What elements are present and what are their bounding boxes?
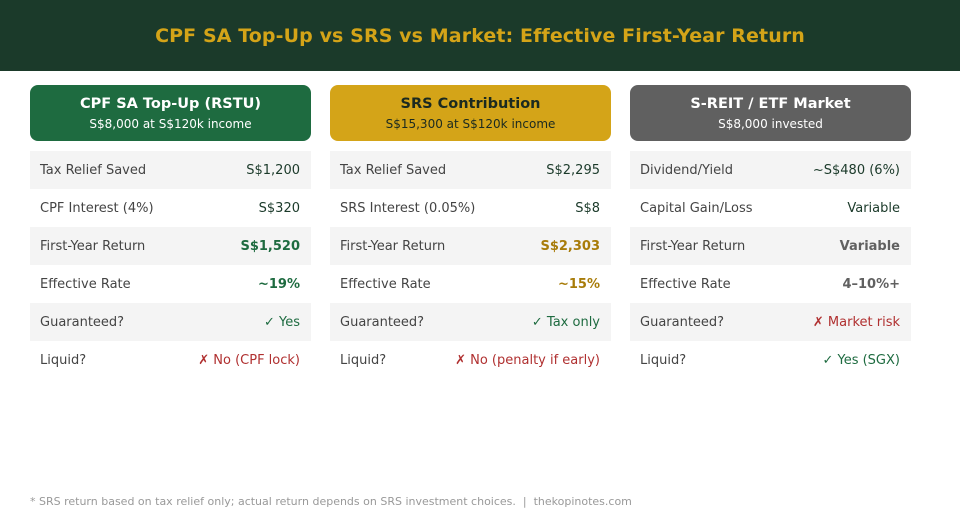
card-rows: Dividend/Yield ~S$480 (6%) Capital Gain/L…	[630, 151, 911, 379]
table-row: SRS Interest (0.05%) S$8	[330, 189, 611, 227]
header-banner: CPF SA Top-Up vs SRS vs Market: Effectiv…	[0, 0, 960, 71]
table-row: Effective Rate 4–10%+	[630, 265, 911, 303]
card-title: CPF SA Top-Up (RSTU)	[80, 95, 261, 112]
table-row: Guaranteed? ✓ Tax only	[330, 303, 611, 341]
table-row: Capital Gain/Loss Variable	[630, 189, 911, 227]
row-value: ✗ Market risk	[812, 314, 900, 330]
row-label: Dividend/Yield	[640, 162, 733, 178]
table-row: Effective Rate ~15%	[330, 265, 611, 303]
row-label: Liquid?	[640, 352, 687, 368]
card-header: S-REIT / ETF Market S$8,000 invested	[630, 85, 911, 141]
table-row: CPF Interest (4%) S$320	[30, 189, 311, 227]
row-value: ✓ Yes	[263, 314, 300, 330]
row-label: Guaranteed?	[340, 314, 425, 330]
card-header: SRS Contribution S$15,300 at S$120k inco…	[330, 85, 611, 141]
card-subtitle: S$15,300 at S$120k income	[385, 116, 556, 131]
table-row: Guaranteed? ✗ Market risk	[630, 303, 911, 341]
row-value: Variable	[839, 238, 900, 254]
page-title: CPF SA Top-Up vs SRS vs Market: Effectiv…	[155, 24, 805, 47]
row-label: Capital Gain/Loss	[640, 200, 753, 216]
row-label: First-Year Return	[340, 238, 446, 254]
row-value: S$2,303	[540, 238, 600, 254]
row-label: Effective Rate	[40, 276, 131, 292]
table-row: Liquid? ✗ No (penalty if early)	[330, 341, 611, 379]
table-row: Liquid? ✗ No (CPF lock)	[30, 341, 311, 379]
footer-note: * SRS return based on tax relief only; a…	[30, 495, 632, 508]
row-label: Effective Rate	[340, 276, 431, 292]
srs-card: SRS Contribution S$15,300 at S$120k inco…	[330, 85, 611, 379]
row-label: Liquid?	[340, 352, 387, 368]
row-label: Effective Rate	[640, 276, 731, 292]
card-title: SRS Contribution	[400, 95, 541, 112]
table-row: Effective Rate ~19%	[30, 265, 311, 303]
row-label: First-Year Return	[40, 238, 146, 254]
row-value: 4–10%+	[842, 276, 900, 292]
card-rows: Tax Relief Saved S$2,295 SRS Interest (0.…	[330, 151, 611, 379]
row-value: Variable	[847, 200, 900, 216]
table-row: First-Year Return S$1,520	[30, 227, 311, 265]
row-value: ~S$480 (6%)	[812, 162, 900, 178]
row-label: Guaranteed?	[40, 314, 125, 330]
table-row: Tax Relief Saved S$1,200	[30, 151, 311, 189]
row-value: S$320	[258, 200, 300, 216]
row-label: First-Year Return	[640, 238, 746, 254]
card-subtitle: S$8,000 at S$120k income	[89, 116, 252, 131]
row-label: CPF Interest (4%)	[40, 200, 154, 216]
card-title: S-REIT / ETF Market	[690, 95, 851, 112]
row-label: Liquid?	[40, 352, 87, 368]
row-value: ~15%	[557, 276, 600, 292]
card-rows: Tax Relief Saved S$1,200 CPF Interest (4%…	[30, 151, 311, 379]
card-subtitle: S$8,000 invested	[718, 116, 823, 131]
row-value: ✓ Yes (SGX)	[822, 352, 900, 368]
row-value: ✓ Tax only	[531, 314, 600, 330]
row-value: S$1,200	[246, 162, 300, 178]
row-value: ✗ No (penalty if early)	[455, 352, 600, 368]
row-value: S$8	[575, 200, 600, 216]
row-value: S$1,520	[240, 238, 300, 254]
row-label: Tax Relief Saved	[340, 162, 447, 178]
row-label: Tax Relief Saved	[40, 162, 147, 178]
row-label: SRS Interest (0.05%)	[340, 200, 476, 216]
table-row: Tax Relief Saved S$2,295	[330, 151, 611, 189]
table-row: First-Year Return S$2,303	[330, 227, 611, 265]
market-card: S-REIT / ETF Market S$8,000 invested Div…	[630, 85, 911, 379]
row-label: Guaranteed?	[640, 314, 725, 330]
card-header: CPF SA Top-Up (RSTU) S$8,000 at S$120k i…	[30, 85, 311, 141]
table-row: Guaranteed? ✓ Yes	[30, 303, 311, 341]
row-value: ✗ No (CPF lock)	[198, 352, 300, 368]
row-value: S$2,295	[546, 162, 600, 178]
table-row: Liquid? ✓ Yes (SGX)	[630, 341, 911, 379]
cpf-card: CPF SA Top-Up (RSTU) S$8,000 at S$120k i…	[30, 85, 311, 379]
row-value: ~19%	[257, 276, 300, 292]
table-row: Dividend/Yield ~S$480 (6%)	[630, 151, 911, 189]
table-row: First-Year Return Variable	[630, 227, 911, 265]
